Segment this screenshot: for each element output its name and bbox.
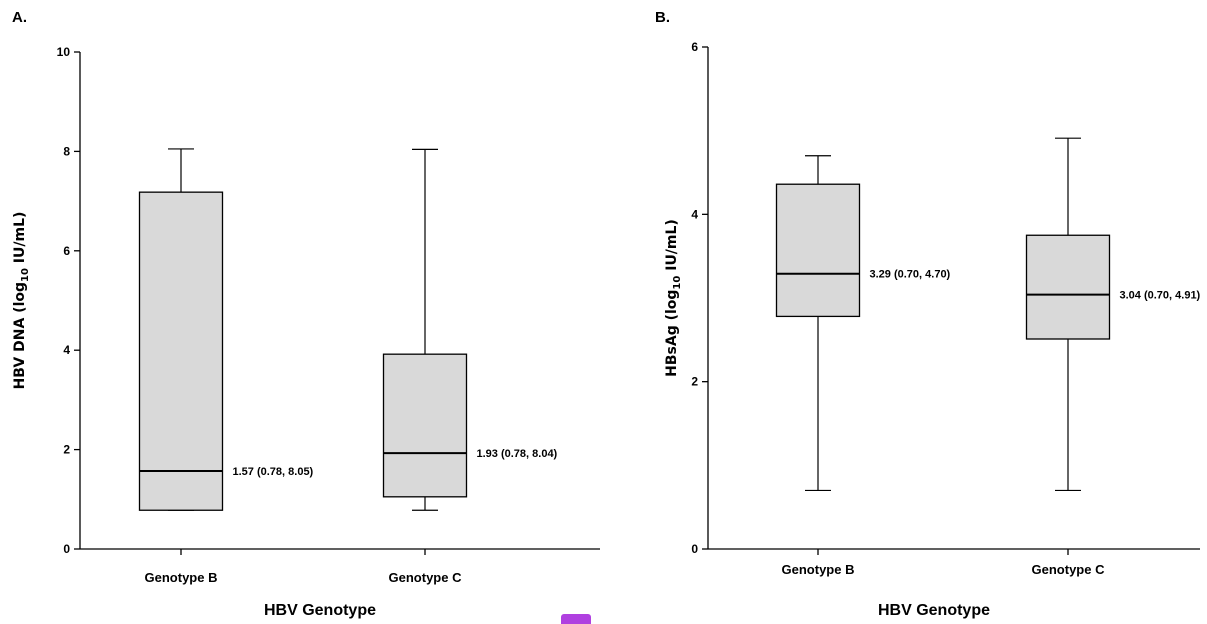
box-1: Genotype B 1.57 (0.78, 8.05) (138, 148, 314, 585)
category-label: Genotype C (389, 570, 463, 585)
box-2: Genotype C 1.93 (0.78, 8.04) (382, 148, 558, 585)
panel-label: A. (12, 9, 27, 26)
y-tick-label: 6 (63, 244, 70, 258)
y-tick-label: 8 (63, 144, 70, 158)
selection-marker (561, 614, 591, 624)
category-label: Genotype B (145, 570, 218, 585)
y-tick-label: 10 (57, 45, 71, 59)
y-tick-label: 4 (691, 207, 698, 221)
median-annotation: 1.57 (0.78, 8.05) (233, 466, 314, 478)
y-tick-label: 2 (63, 443, 70, 457)
iqr-box (138, 191, 224, 511)
y-axis-title: HBsAg (log10 IU/mL) (664, 219, 683, 377)
y-tick-label: 0 (691, 542, 698, 556)
x-axis-title: HBV Genotype (264, 602, 376, 619)
y-axis-title: HBV DNA (log10 IU/mL) (12, 212, 31, 390)
x-axis-title: HBV Genotype (878, 602, 990, 619)
iqr-box (1025, 234, 1111, 340)
box-1: Genotype B 3.29 (0.70, 4.70) (775, 155, 951, 577)
panel-a: A. 0 2 4 6 8 10 HBV DNA (log10 IU/mL) HBV Genoty… (12, 9, 600, 619)
y-tick-label: 4 (63, 343, 70, 357)
y-tick-label: 6 (691, 40, 698, 54)
median-annotation: 1.93 (0.78, 8.04) (477, 448, 558, 460)
iqr-box (775, 183, 861, 318)
box-2: Genotype C 3.04 (0.70, 4.91) (1025, 137, 1201, 577)
median-annotation: 3.29 (0.70, 4.70) (870, 269, 951, 281)
y-tick-label: 0 (63, 542, 70, 556)
category-label: Genotype C (1032, 562, 1106, 577)
median-annotation: 3.04 (0.70, 4.91) (1120, 290, 1201, 302)
y-tick-label: 2 (691, 375, 698, 389)
panel-b: B. 0 2 4 6 HBsAg (log10 IU/mL) HBV Genotype Gen… (655, 9, 1201, 619)
category-label: Genotype B (782, 562, 855, 577)
iqr-box (382, 353, 468, 498)
panel-label: B. (655, 9, 670, 26)
